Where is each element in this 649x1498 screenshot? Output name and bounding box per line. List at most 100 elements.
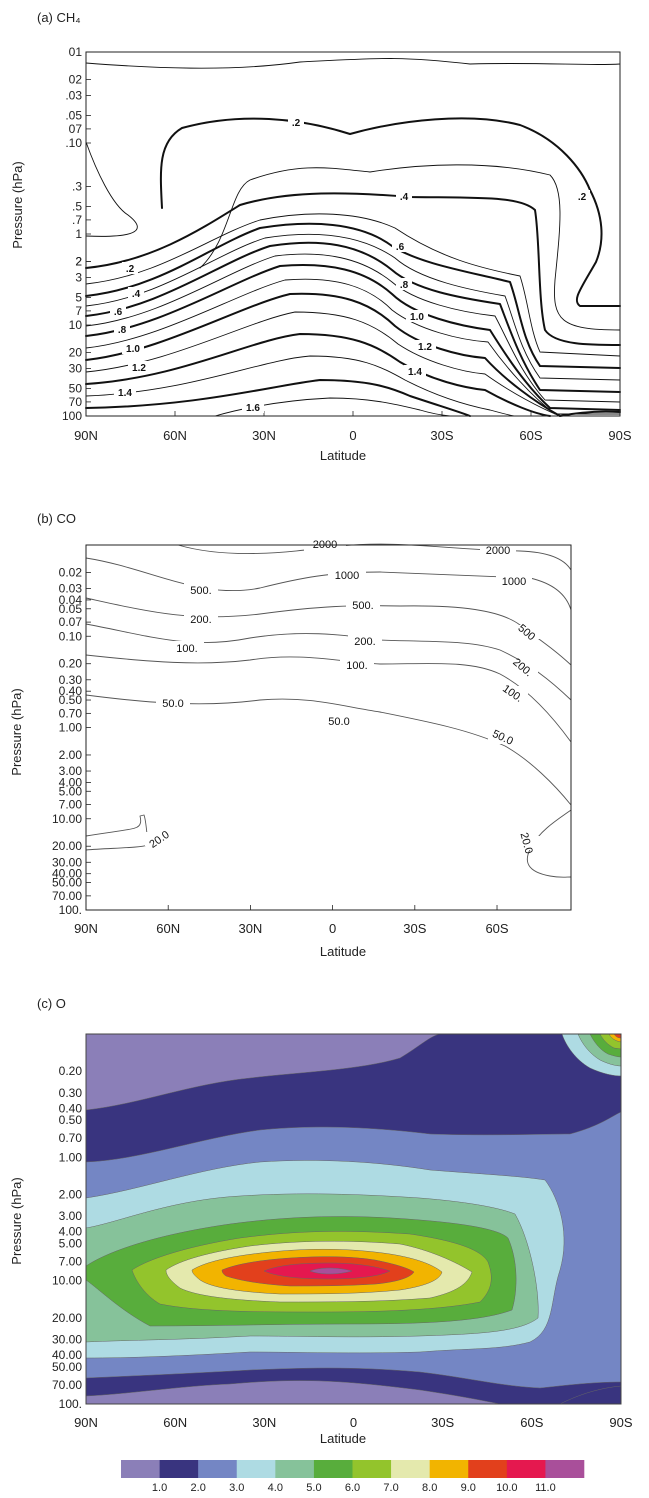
panel-a-x-axis-label: Latitude <box>320 448 366 463</box>
colorbar-swatch <box>506 1460 546 1478</box>
panel-b-y-tick-labels: 0.02 0.030.040.050.070.10 0.20 0.300.400.50… <box>52 565 91 917</box>
panel-c-o: (c) O 0.200.300.400.500.701.002.003.004.… <box>9 996 633 1494</box>
contour-label: 1.0 <box>410 312 424 323</box>
colorbar-tick-label: 10.0 <box>496 1482 517 1494</box>
x-tick-label: 90S <box>608 428 631 443</box>
panel-a-contour-lines <box>85 58 621 417</box>
y-tick-label: 3.00 <box>59 764 83 778</box>
y-tick-label: 20 <box>69 345 83 359</box>
x-tick-label: 60S <box>520 1415 543 1430</box>
y-tick-label: 10 <box>69 318 83 332</box>
panel-b-contour-labels: 2000 2000 1000 1000 500. 500. 500 200. 2… <box>145 537 542 855</box>
panel-b-y-axis-label: Pressure (hPa) <box>9 688 24 775</box>
x-tick-label: 60S <box>485 921 508 936</box>
colorbar-tick-label: 9.0 <box>461 1482 476 1494</box>
x-tick-label: 90S <box>609 1415 632 1430</box>
panel-c-y-axis-label: Pressure (hPa) <box>9 1177 24 1264</box>
contour-line <box>85 222 621 369</box>
contour-line <box>85 264 621 411</box>
y-tick-label: 40.00 <box>52 1348 82 1362</box>
y-tick-label: 0.04 <box>59 593 83 607</box>
y-tick-label: 0.50 <box>59 1113 83 1127</box>
y-tick-label: .7 <box>72 213 82 227</box>
y-tick-label: 5 <box>75 291 82 305</box>
contour-label: 500. <box>352 600 373 612</box>
contour-label: 100. <box>176 643 197 655</box>
contour-label: 2000 <box>486 545 510 557</box>
colorbar-tick-label: 5.0 <box>306 1482 321 1494</box>
colorbar-swatch <box>121 1460 160 1478</box>
filled-level-1 <box>86 1380 501 1404</box>
x-tick-label: 30S <box>431 1415 454 1430</box>
contour-label: 200. <box>510 656 534 679</box>
x-tick-label: 0 <box>329 921 336 936</box>
contour-label: 1.0 <box>126 344 140 355</box>
y-tick-label: 70.00 <box>52 889 82 903</box>
contour-line <box>85 292 561 417</box>
contour-line <box>199 164 621 331</box>
panel-c-y-tick-labels: 0.20 0.300.400.50 0.70 1.00 2.00 3.00 4.005.00… <box>52 1064 91 1411</box>
y-tick-label: 20.00 <box>52 1311 82 1325</box>
panel-c-title: (c) O <box>37 996 66 1011</box>
contour-label: .4 <box>400 192 409 203</box>
contour-label: .8 <box>400 280 409 291</box>
y-tick-label: 1.00 <box>59 1150 83 1164</box>
contour-line <box>85 311 561 417</box>
y-tick-label: 0.50 <box>59 693 83 707</box>
x-tick-label: 60S <box>519 428 542 443</box>
y-tick-label: 1 <box>75 227 82 241</box>
x-tick-label: 90N <box>74 428 98 443</box>
contour-label: .2 <box>126 264 135 275</box>
panel-c-filled-contours <box>86 1034 621 1404</box>
colorbar-swatch <box>352 1460 392 1478</box>
y-tick-label: 3.00 <box>59 1209 83 1223</box>
contour-line <box>527 809 572 878</box>
y-tick-label: 70 <box>69 395 83 409</box>
y-tick-label: 2.00 <box>59 748 83 762</box>
contour-label: .2 <box>292 118 301 129</box>
panel-a-y-axis-label: Pressure (hPa) <box>10 161 25 248</box>
y-tick-label: 7.00 <box>59 798 83 812</box>
x-tick-label: 30S <box>403 921 426 936</box>
y-tick-label: .05 <box>65 109 82 123</box>
y-tick-label: 4.00 <box>59 775 83 789</box>
y-tick-label: 100. <box>59 1397 82 1411</box>
y-tick-label: 5.00 <box>59 1237 83 1251</box>
panel-c-x-tick-labels: 90N 60N 30N 0 30S 60S 90S <box>74 1399 633 1430</box>
y-tick-label: 0.30 <box>59 1086 83 1100</box>
contour-label: 1000 <box>502 576 526 588</box>
contour-label: 200. <box>354 636 375 648</box>
y-tick-label: 70.00 <box>52 1378 82 1392</box>
filled-level-10 <box>613 1034 621 1039</box>
contour-line <box>85 58 621 69</box>
y-tick-label: 0.05 <box>59 602 83 616</box>
contour-line <box>85 253 621 403</box>
y-tick-label: 50.00 <box>52 876 82 890</box>
panel-c-colorbar: 1.0 2.0 3.0 4.0 5.0 6.0 7.0 8.0 9.0 10.0 11.0 <box>121 1460 585 1494</box>
x-tick-label: 60N <box>163 428 187 443</box>
y-tick-label: 02 <box>69 72 83 86</box>
panel-b-x-axis-label: Latitude <box>320 944 366 959</box>
contour-label: 20.0 <box>517 831 534 855</box>
contour-label: 500. <box>190 585 211 597</box>
contour-line <box>85 213 621 357</box>
panel-a-plot-frame <box>85 51 621 417</box>
contour-line <box>85 141 138 237</box>
colorbar-tick-label: 8.0 <box>422 1482 437 1494</box>
contour-label: .6 <box>396 242 405 253</box>
contour-line <box>85 333 551 417</box>
y-tick-label: 0.20 <box>59 657 83 671</box>
y-tick-label: 0.40 <box>59 1101 83 1115</box>
panel-b-contour-lines <box>85 543 572 878</box>
panel-a-x-tick-labels: 90N 60N 30N 0 30S 60S 90S <box>74 411 632 443</box>
colorbar-swatch <box>429 1460 469 1478</box>
y-tick-label: 0.40 <box>59 684 83 698</box>
y-tick-label: 2 <box>75 254 82 268</box>
panel-b-x-tick-labels: 90N 60N 30N 0 30S 60S <box>74 905 509 936</box>
contour-line <box>85 814 149 851</box>
contour-line <box>85 241 621 393</box>
contour-label: 1.4 <box>118 388 132 399</box>
x-tick-label: 30N <box>252 428 276 443</box>
y-tick-label: .10 <box>65 136 82 150</box>
